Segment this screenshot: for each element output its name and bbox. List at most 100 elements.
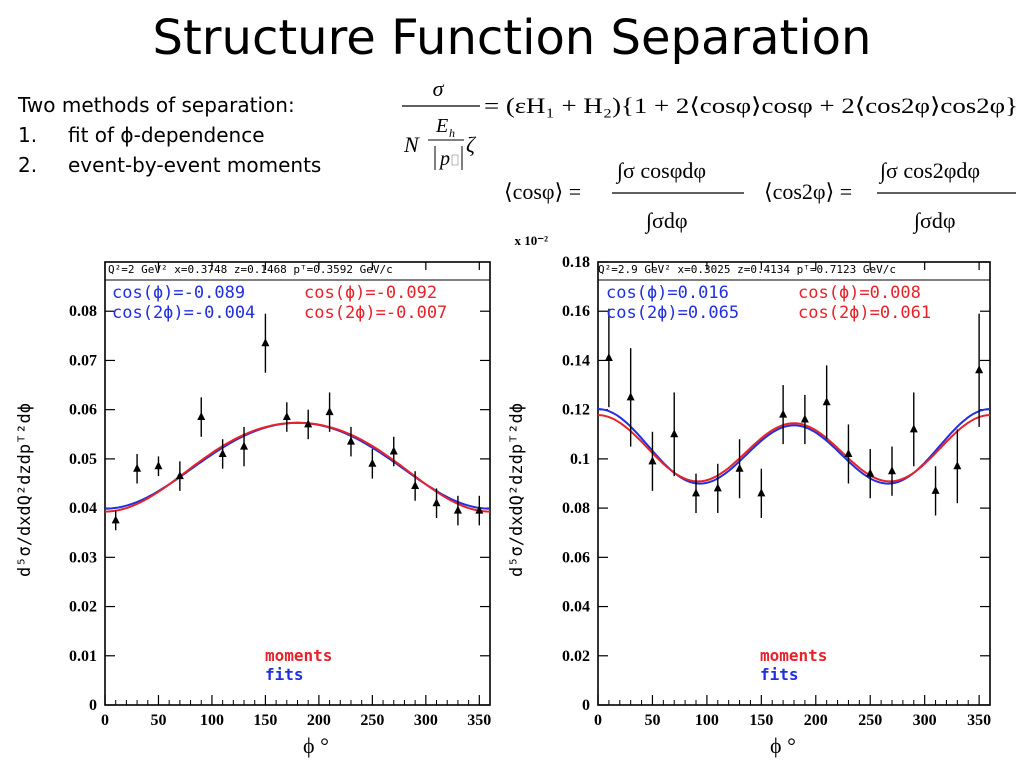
x-tick-label: 50 — [150, 712, 166, 729]
legend-fits: fits — [265, 665, 304, 684]
plot-frame — [104, 261, 491, 706]
y-tick-label: 0.08 — [69, 303, 97, 320]
x-tick-label: 300 — [913, 712, 937, 729]
x-tick-label: 0 — [594, 712, 602, 729]
data-point — [800, 414, 809, 423]
legend-moments-cos2: cos(2ϕ)=-0.007 — [304, 303, 447, 323]
y-tick-label: 0.02 — [69, 599, 97, 616]
chart-right-ylabel: d⁵σ/dxdQ²dzdpᵀ²dϕ — [507, 403, 527, 577]
y-tick-label: 0.1 — [570, 451, 590, 468]
eq3-numerator: ∫σ cos2φdφ — [878, 158, 980, 184]
chart-right-xlabel: ϕ ° — [770, 733, 796, 758]
chart-right-header: Q²=2.9 GeV² x=0.3025 z=0.4134 pᵀ=0.7123 … — [598, 263, 896, 276]
legend-fits-cos2: cos(2ϕ)=0.065 — [606, 303, 739, 323]
curve-fits — [597, 408, 991, 485]
data-point — [975, 365, 984, 374]
x-tick-label: 350 — [467, 712, 491, 729]
legend-moments: moments — [760, 646, 827, 665]
y-tick-label: 0.01 — [69, 648, 97, 665]
y-tick-label: 0.16 — [562, 303, 590, 320]
data-point — [111, 515, 120, 524]
chart-left-xlabel: ϕ ° — [303, 733, 329, 758]
data-point — [779, 409, 788, 418]
data-point — [411, 480, 420, 489]
y-tick-label: 0.03 — [69, 549, 97, 566]
y-tick-label: 0.02 — [562, 648, 590, 665]
x-tick-label: 150 — [253, 712, 277, 729]
y-tick-label: 0.18 — [562, 254, 590, 271]
legend-moments: moments — [265, 646, 332, 665]
y-tick-label: 0.07 — [69, 352, 97, 369]
data-point — [453, 505, 462, 514]
data-point — [304, 419, 313, 428]
data-point — [670, 429, 679, 438]
data-point — [888, 466, 896, 475]
y-tick-label: 0.04 — [69, 500, 97, 517]
x-tick-label: 100 — [695, 712, 719, 729]
methods-heading: Two methods of separation: — [18, 93, 295, 117]
method-number: 2. — [18, 153, 38, 177]
x-tick-label: 250 — [858, 712, 882, 729]
curve-moments — [104, 421, 491, 513]
data-point — [133, 463, 142, 472]
eq3-lhs: ⟨cos2φ⟩ = — [764, 179, 852, 204]
eq2-denominator: ∫σdφ — [644, 208, 688, 234]
y-tick-label: 0 — [582, 697, 590, 714]
data-point — [648, 456, 657, 465]
x-tick-label: 0 — [101, 712, 109, 729]
data-point — [175, 471, 184, 480]
legend-moments-cos: cos(ϕ)=0.008 — [798, 283, 921, 303]
x-tick-label: 50 — [644, 712, 660, 729]
x-tick-label: 100 — [200, 712, 224, 729]
eq1-rhs: = (εH₁ + H₂){1 + 2⟨cosφ⟩cosφ + 2⟨cos2φ⟩c… — [484, 93, 1018, 118]
plot-frame — [597, 261, 991, 706]
data-point — [325, 407, 334, 416]
methods-list: Two methods of separation: 1. fit of ϕ-de… — [18, 90, 321, 180]
eq1-den-p: p — [438, 148, 450, 170]
data-point — [261, 338, 270, 347]
x-tick-label: 250 — [360, 712, 384, 729]
method-number: 1. — [18, 123, 38, 147]
data-point — [475, 505, 484, 514]
eq1-den-N: N — [403, 132, 420, 157]
y-tick-label: 0.05 — [69, 451, 97, 468]
y-tick-label: 0.14 — [562, 352, 590, 369]
legend-fits: fits — [760, 665, 799, 684]
method-text: event-by-event moments — [68, 153, 322, 177]
data-point — [240, 441, 249, 450]
eq2-numerator: ∫σ cosφdφ — [615, 158, 706, 184]
data-point — [218, 448, 227, 457]
data-point — [282, 412, 291, 421]
curve-moments — [597, 414, 991, 483]
eq1-den-E: E — [435, 115, 448, 137]
legend-moments-cos: cos(ϕ)=-0.092 — [304, 283, 437, 303]
chart-left-scale-label: x 10⁻² — [514, 233, 548, 248]
y-tick-label: 0.08 — [562, 500, 590, 517]
eq1-p-subscript-glyph — [451, 154, 459, 166]
eq1-den-E-sub: h — [449, 126, 455, 140]
page-title: Structure Function Separation — [152, 10, 872, 66]
data-point — [757, 488, 766, 497]
eq1-den-zeta: ζ — [466, 132, 477, 157]
method-text: fit of ϕ-dependence — [68, 123, 265, 147]
y-tick-label: 0 — [89, 697, 97, 714]
x-tick-label: 200 — [307, 712, 331, 729]
data-point — [931, 485, 940, 494]
x-tick-label: 350 — [967, 712, 991, 729]
eq3-denominator: ∫σdφ — [912, 208, 956, 234]
method-item: 2. event-by-event moments — [18, 150, 321, 180]
y-tick-label: 0.04 — [562, 599, 590, 616]
data-point — [735, 463, 744, 472]
legend-moments-cos2: cos(2ϕ)=0.061 — [798, 303, 931, 323]
eq2-lhs: ⟨cosφ⟩ = — [504, 179, 581, 204]
method-item: 1. fit of ϕ-dependence — [18, 120, 321, 150]
y-tick-label: 0.06 — [562, 549, 590, 566]
x-tick-label: 200 — [804, 712, 828, 729]
chart-left-header: Q²=2 GeV² x=0.3748 z=0.1468 pᵀ=0.3592 Ge… — [108, 263, 393, 276]
legend-fits-cos: cos(ϕ)=0.016 — [606, 283, 729, 303]
data-point — [866, 468, 875, 477]
data-point — [346, 436, 355, 445]
data-point — [844, 448, 853, 457]
legend-fits-cos: cos(ϕ)=-0.089 — [112, 283, 245, 303]
